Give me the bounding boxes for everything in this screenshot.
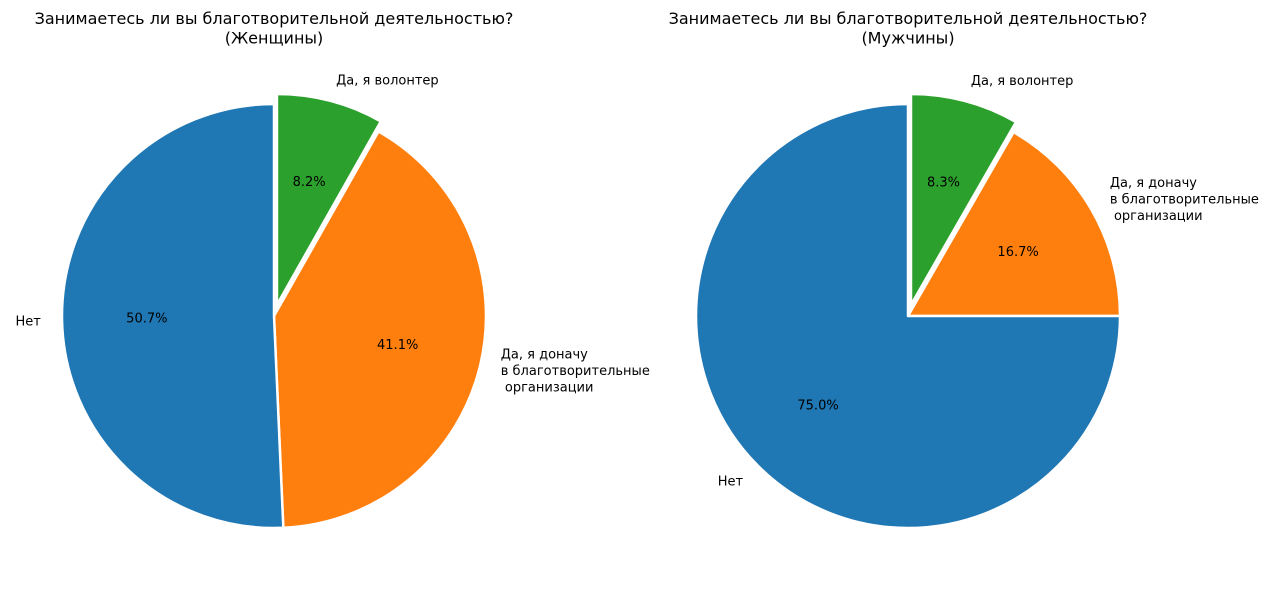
pie-category-label-women-0: Да, я волонтер xyxy=(336,74,439,89)
pie-pct-label-men-2: 75.0% xyxy=(797,398,838,413)
pie-category-label-men-1: Да, я доначу в благотворительные организа… xyxy=(1110,176,1259,224)
pie-slice-women-0 xyxy=(275,92,383,308)
pie-slice-men-0 xyxy=(909,92,1018,308)
pie-pct-label-women-0: 8.2% xyxy=(293,175,326,190)
pie-pct-label-women-1: 41.1% xyxy=(377,338,418,353)
pie-pct-label-men-0: 8.3% xyxy=(927,175,960,190)
chart-title-women: Занимаетесь ли вы благотворительной деят… xyxy=(35,9,514,48)
pie-slice-women-2 xyxy=(60,102,285,530)
pie-category-label-men-0: Да, я волонтер xyxy=(971,74,1074,89)
pie-slice-men-2 xyxy=(694,102,1122,530)
pie-pct-label-women-2: 50.7% xyxy=(126,311,167,326)
pie-slice-men-1 xyxy=(906,130,1122,318)
pie-slice-women-1 xyxy=(272,130,488,530)
pie-pct-label-men-1: 16.7% xyxy=(997,245,1038,260)
pie-category-label-women-2: Нет xyxy=(15,315,41,330)
pie-category-label-women-1: Да, я доначу в благотворительные организа… xyxy=(501,347,650,395)
pie-category-label-men-2: Нет xyxy=(718,474,744,489)
chart-title-men: Занимаетесь ли вы благотворительной деят… xyxy=(669,9,1148,48)
